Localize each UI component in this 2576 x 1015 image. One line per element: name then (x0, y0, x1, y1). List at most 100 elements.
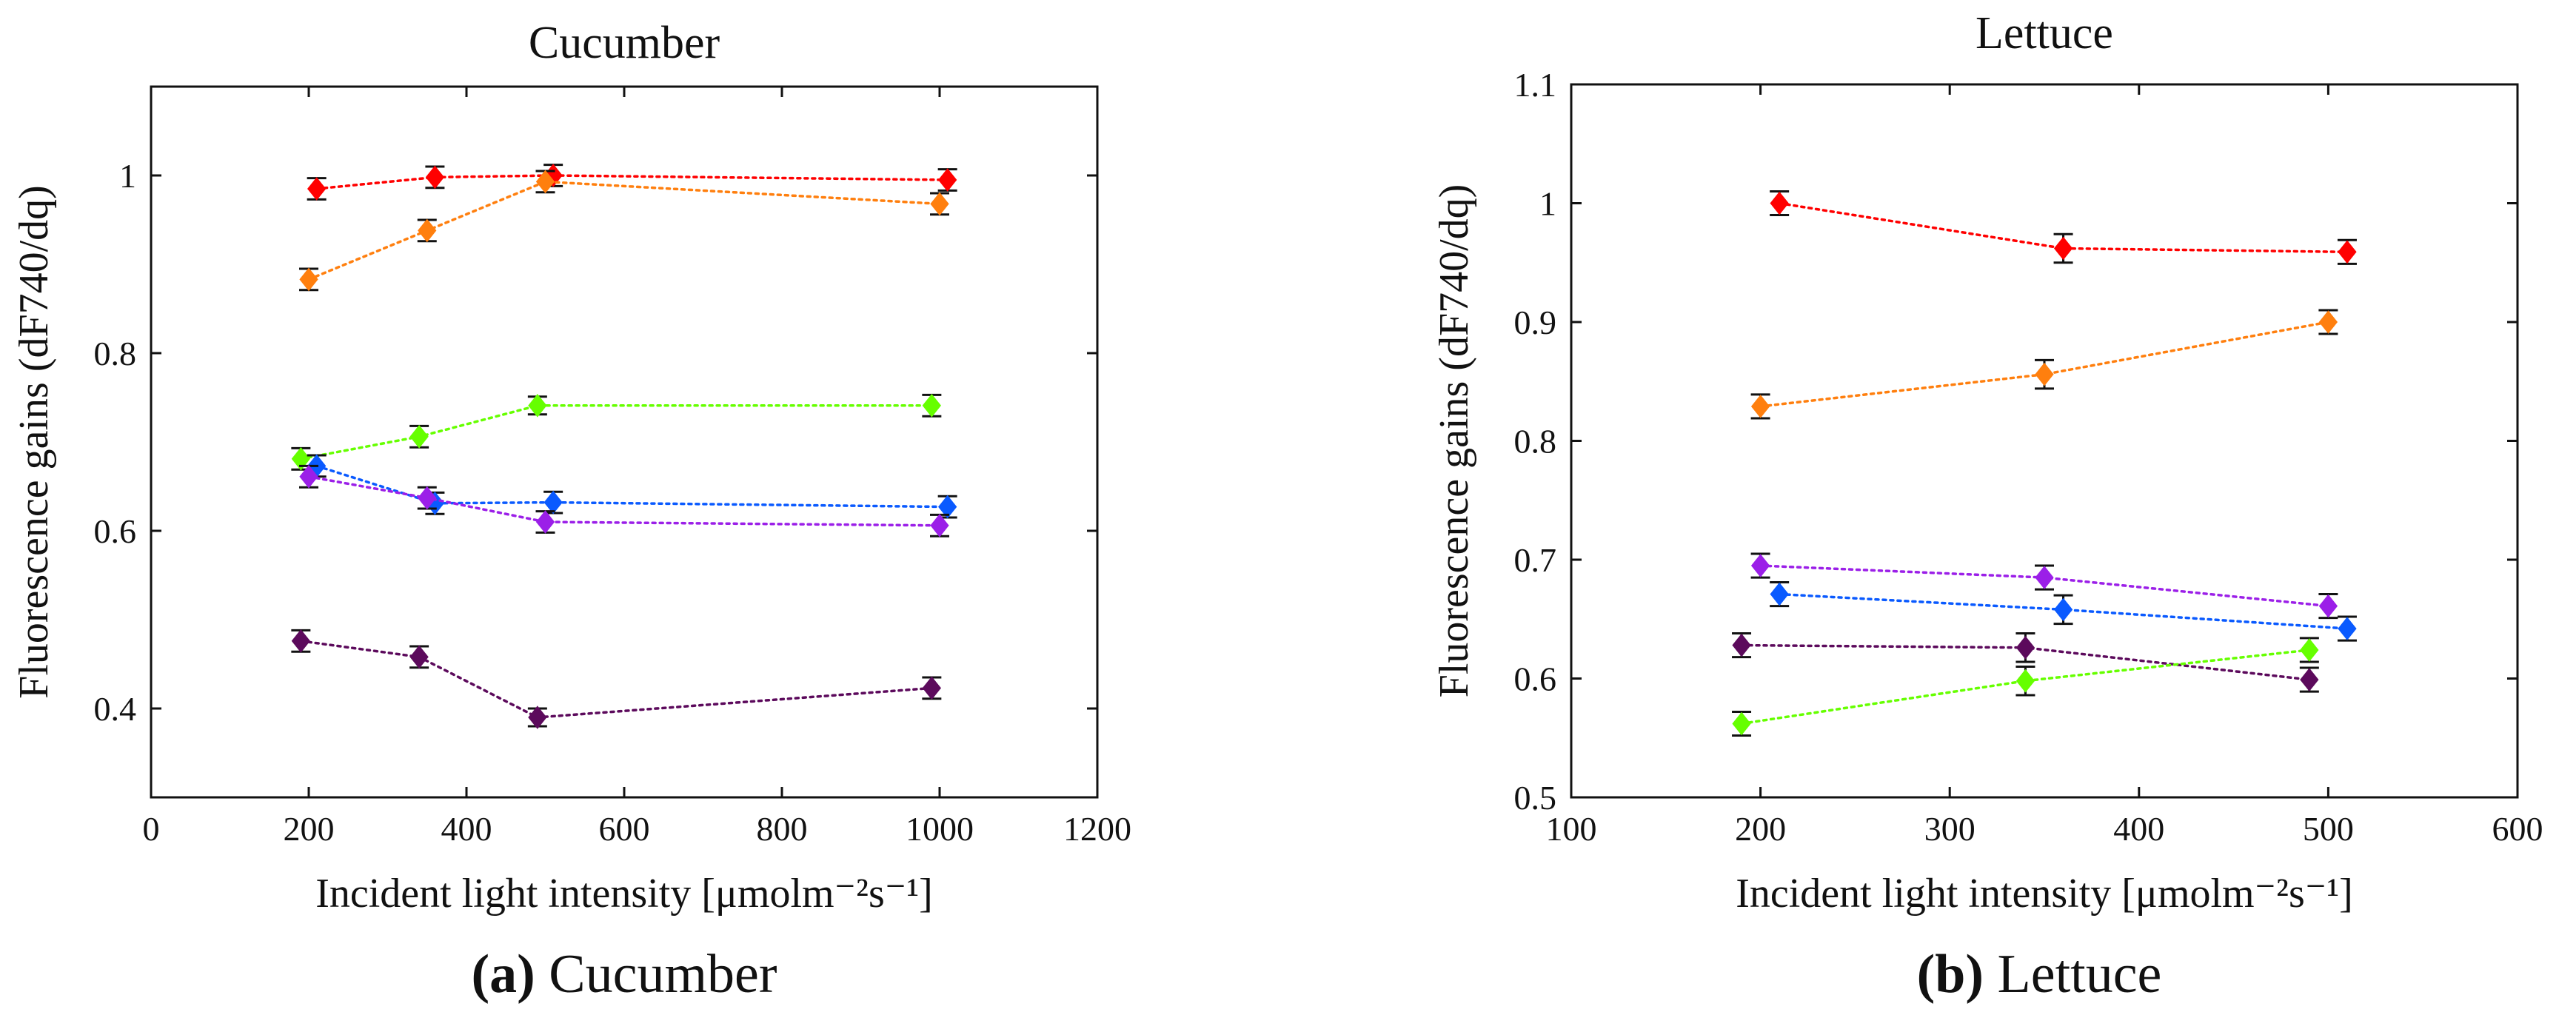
figure-caption: (b) Lettuce (1917, 944, 2162, 1005)
series-5 (291, 629, 942, 729)
data-point (2035, 566, 2054, 589)
series-line (315, 464, 949, 509)
data-point (2053, 597, 2073, 622)
data-point (930, 192, 949, 216)
x-tick-label: 600 (2492, 810, 2543, 848)
caption-text: Lettuce (1984, 944, 2161, 1005)
data-point (2053, 236, 2073, 261)
data-point (2015, 669, 2035, 693)
caption-letter: (b) (1917, 944, 1984, 1005)
data-point (291, 446, 310, 471)
data-point (2338, 240, 2357, 264)
y-tick-label: 0.8 (94, 335, 137, 372)
y-tick-label: 1 (1539, 185, 1556, 223)
data-point (1750, 554, 1770, 577)
x-tick-label: 600 (599, 810, 650, 848)
data-point (2035, 362, 2054, 386)
chart-panel-b: 100 200 300 400 500 600 0.5 0.6 0.7 0.8 0.9 1 1.1 Let… (1431, 8, 2543, 1005)
y-tick-label: 0.7 (1514, 541, 1557, 579)
figure-caption: (a) Cucumber (471, 944, 777, 1005)
x-tick-label: 300 (1924, 810, 1976, 848)
data-point (299, 267, 318, 292)
y-tick-label: 0.5 (1514, 779, 1557, 817)
x-tick-label: 0 (143, 810, 160, 848)
y-tick-label: 1 (119, 157, 136, 195)
series-5 (1732, 637, 2319, 737)
series-2 (291, 393, 942, 471)
series-2 (1750, 552, 2338, 620)
series-line (1778, 201, 2349, 254)
chart-title: Cucumber (529, 18, 720, 68)
data-point (2318, 310, 2338, 334)
data-point (528, 393, 547, 418)
data-point (930, 513, 949, 537)
y-axis-label: Fluorescence gains (dF740/dq) (1431, 184, 1477, 698)
x-tick-label: 800 (757, 810, 808, 848)
y-tick-label: 0.6 (94, 512, 137, 550)
chart-title: Lettuce (1976, 8, 2113, 58)
data-point (409, 645, 429, 669)
data-point (409, 424, 429, 449)
series-3 (1770, 580, 2357, 642)
series-1 (1750, 309, 2338, 420)
series-3 (307, 454, 957, 519)
y-tick-label: 0.9 (1514, 304, 1557, 341)
y-tick-label: 0.6 (1514, 660, 1557, 698)
data-point (938, 168, 957, 192)
x-tick-label: 200 (1735, 810, 1786, 848)
data-point (2015, 635, 2035, 660)
data-point (1732, 633, 1751, 657)
plot-frame (150, 85, 1099, 799)
x-tick-label: 1200 (1063, 810, 1131, 848)
data-point (307, 177, 327, 201)
data-point (543, 490, 563, 515)
caption-letter: (a) (471, 944, 535, 1005)
series-4 (1732, 632, 2319, 693)
chart-panel-a: 0 200 400 600 800 1000 1200 0.4 0.6 0.8 1 Cucumber I… (11, 18, 1131, 1005)
y-tick-label: 1.1 (1514, 66, 1557, 104)
x-tick-label: 400 (2113, 810, 2164, 848)
series-line (307, 475, 941, 527)
series-0 (1770, 190, 2357, 265)
data-point (922, 393, 941, 418)
data-point (299, 464, 318, 489)
data-point (1770, 191, 1789, 215)
data-point (535, 510, 555, 534)
data-point (418, 218, 437, 243)
series-line (307, 180, 941, 281)
data-point (418, 486, 437, 510)
x-axis-label: Incident light intensity [μmolm⁻²s⁻¹] (315, 871, 933, 917)
series-line (299, 404, 934, 460)
data-point (2300, 668, 2319, 691)
data-point (291, 629, 310, 653)
data-point (2338, 617, 2357, 640)
y-axis-label: Fluorescence gains (dF740/dq) (11, 185, 57, 699)
series-1 (299, 170, 949, 292)
data-point (2300, 638, 2319, 662)
x-axis-label: Incident light intensity [μmolm⁻²s⁻¹] (1736, 871, 2353, 917)
data-point (528, 706, 547, 729)
caption-text: Cucumber (535, 944, 777, 1005)
data-point (938, 495, 957, 519)
x-tick-label: 100 (1546, 810, 1597, 848)
y-tick-label: 0.8 (1514, 423, 1557, 460)
data-point (1770, 582, 1789, 606)
data-point (1750, 395, 1770, 418)
x-tick-label: 200 (284, 810, 335, 848)
series-line (315, 174, 949, 190)
data-point (535, 170, 555, 194)
data-point (922, 676, 941, 700)
x-tick-label: 500 (2303, 810, 2354, 848)
series-4 (299, 464, 949, 537)
data-point (1732, 711, 1751, 736)
series-line (299, 640, 934, 719)
y-tick-label: 0.4 (94, 690, 137, 728)
series-line (1759, 321, 2330, 408)
series-0 (307, 164, 957, 201)
x-tick-label: 1000 (906, 810, 974, 848)
x-tick-label: 400 (441, 810, 492, 848)
plot-frame (1570, 83, 2519, 799)
data-point (2318, 594, 2338, 618)
data-point (425, 165, 445, 190)
